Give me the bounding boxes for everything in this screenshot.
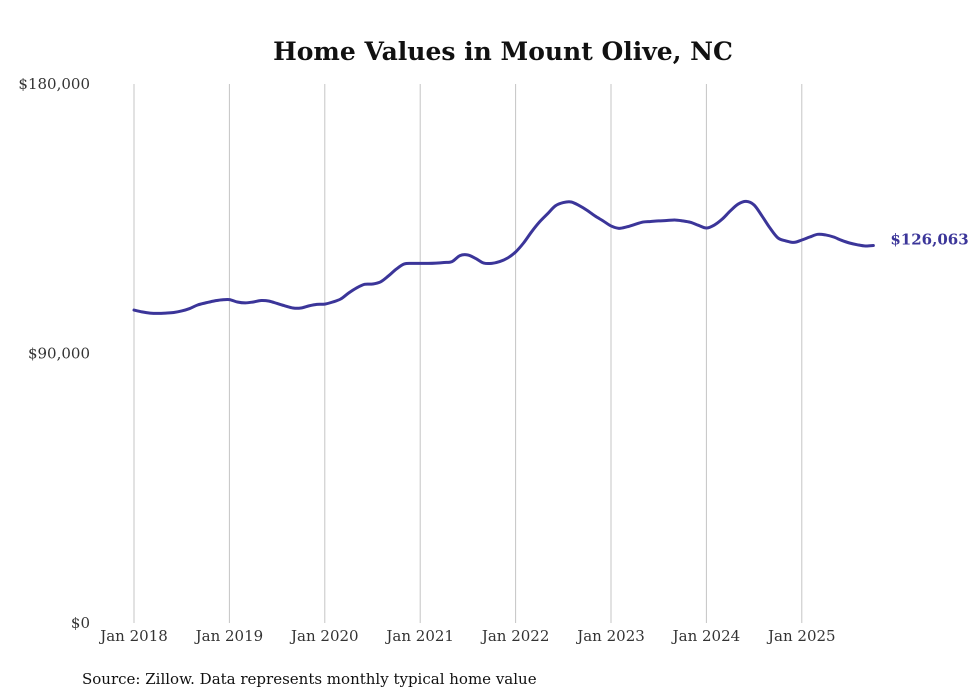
x-tick-label: Jan 2024 — [671, 627, 741, 645]
series-line — [132, 199, 875, 315]
y-axis-ticks: $0 $90,000 $180,000 — [18, 75, 90, 632]
x-tick-label: Jan 2021 — [384, 627, 454, 645]
x-tick-label: Jan 2018 — [98, 627, 168, 645]
x-tick-label: Jan 2020 — [289, 627, 359, 645]
source-note: Source: Zillow. Data represents monthly … — [82, 670, 537, 688]
gridlines — [133, 84, 803, 623]
end-value-label: $126,063 — [890, 231, 968, 249]
x-tick-label: Jan 2022 — [480, 627, 550, 645]
x-tick-label: Jan 2023 — [575, 627, 645, 645]
x-tick-label: Jan 2025 — [766, 627, 836, 645]
y-tick-label: $180,000 — [18, 75, 90, 93]
y-tick-label: $0 — [71, 614, 90, 632]
chart-title: Home Values in Mount Olive, NC — [273, 37, 733, 66]
y-tick-label: $90,000 — [28, 345, 90, 363]
x-axis-ticks: Jan 2018 Jan 2019 Jan 2020 Jan 2021 Jan 2022… — [98, 627, 835, 645]
x-tick-label: Jan 2019 — [194, 627, 264, 645]
